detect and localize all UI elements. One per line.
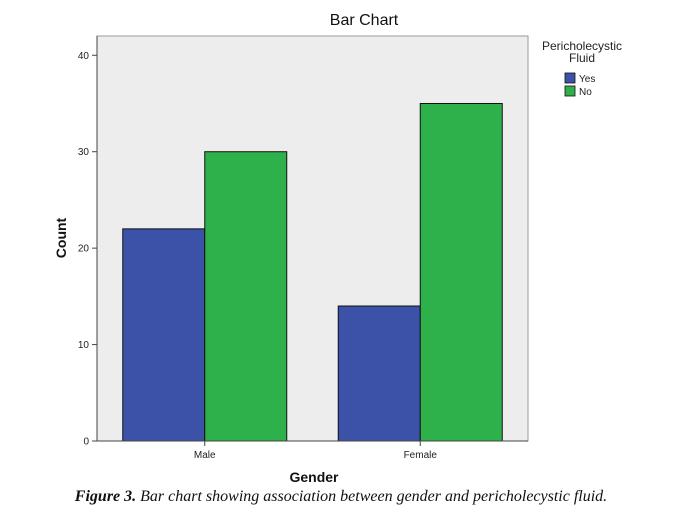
x-ticks-group: Male Female — [194, 441, 437, 461]
bars-group — [122, 103, 503, 442]
caption-text: Bar chart showing association between ge… — [136, 488, 608, 505]
x-axis-label: Gender — [289, 469, 339, 485]
legend-swatch-yes — [564, 72, 576, 84]
y-tick-label: 0 — [83, 437, 89, 448]
y-tick-label: 40 — [78, 51, 90, 62]
chart-title: Bar Chart — [330, 12, 399, 29]
x-tick-label: Male — [194, 450, 216, 461]
y-ticks-group: 0 10 20 30 40 — [78, 51, 97, 448]
y-tick-label: 10 — [78, 340, 90, 351]
y-axis-label: Count — [53, 217, 69, 258]
bar-no-male — [204, 151, 288, 442]
bar-chart: Bar Chart 0 10 20 30 40 Male Female Count Gen… — [53, 12, 622, 485]
x-tick-label: Female — [404, 450, 438, 461]
bar-yes-male — [122, 228, 206, 442]
legend-label-yes: Yes — [579, 74, 595, 85]
y-tick-label: 30 — [78, 147, 90, 158]
y-tick-label: 20 — [78, 244, 90, 255]
bar-yes-female — [337, 305, 421, 442]
legend-swatch-no — [564, 85, 576, 97]
legend-label-no: No — [579, 87, 592, 98]
legend-title-line2: Fluid — [569, 51, 595, 65]
bar-no-female — [419, 103, 503, 442]
legend: Yes No — [564, 72, 595, 98]
caption-lead: Figure 3. — [74, 488, 137, 505]
legend-title-line1: Pericholecystic — [542, 39, 622, 53]
figure-caption: Figure 3. Bar chart showing association … — [0, 488, 682, 506]
